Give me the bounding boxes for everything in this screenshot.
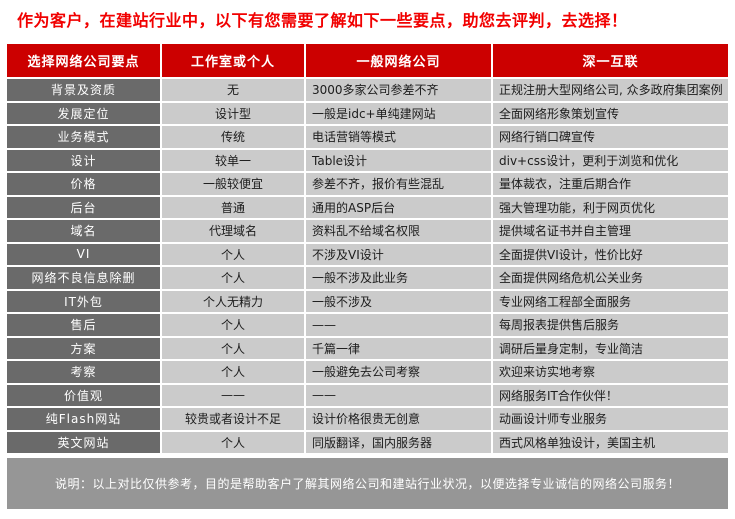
table-row: 业务模式 传统 电话营销等模式 网络行销口碑宣传 — [7, 126, 728, 148]
table-row: 背景及资质无 3000多家公司参差不齐 正规注册大型网络公司, 众多政府集团案例 — [7, 79, 728, 101]
table-row: 发展定位 设计型 一般是idc+单纯建网站 全面网络形象策划宣传 — [7, 102, 728, 124]
header-shenyi-hulian: 深一互联 — [493, 44, 728, 77]
studio-value-cell: 代理域名 — [162, 220, 304, 242]
studio-value-cell: 普通 — [162, 196, 304, 218]
studio-value-cell: 较贵或者设计不足 — [162, 408, 304, 430]
table-row: IT外包 个人无精力 一般不涉及 专业网络工程部全面服务 — [7, 290, 728, 312]
studio-value-cell: 个人 — [162, 431, 304, 453]
shenyi-value-cell: 全面提供网络危机公关业务 — [493, 267, 728, 289]
row-point-label: 售后 — [7, 314, 160, 336]
row-point-label: 考察 — [7, 361, 160, 383]
table-header-row: 选择网络公司要点 工作室或个人 一般网络公司 深一互联 — [7, 44, 728, 77]
table-row: 英文网站 个人 同版翻译，国内服务器 西式风格单独设计，美国主机 — [7, 431, 728, 453]
row-point-label: 纯Flash网站 — [7, 408, 160, 430]
shenyi-value-cell: 网络行销口碑宣传 — [493, 126, 728, 148]
table-row: 价值观 —— —— 网络服务IT合作伙伴！ — [7, 384, 728, 406]
shenyi-value-cell: div+css设计，更利于浏览和优化 — [493, 149, 728, 171]
studio-value-cell: 个人 — [162, 314, 304, 336]
studio-value-cell: 设计型 — [162, 102, 304, 124]
row-point-label: 英文网站 — [7, 431, 160, 453]
general-company-value-cell: 3000多家公司参差不齐 — [306, 79, 491, 101]
page-title: 作为客户，在建站行业中，以下有您需要了解如下一些要点，助您去评判，去选择！ — [17, 11, 628, 30]
header-studio-or-individual: 工作室或个人 — [162, 44, 304, 77]
shenyi-value-cell: 网络服务IT合作伙伴！ — [493, 384, 728, 406]
comparison-table: 选择网络公司要点 工作室或个人 一般网络公司 深一互联 背景及资质无 3000多家… — [7, 44, 728, 455]
header-key-points: 选择网络公司要点 — [7, 44, 160, 77]
shenyi-value-cell: 调研后量身定制，专业简洁 — [493, 337, 728, 359]
table-row: 设计 较单一 Table设计 div+css设计，更利于浏览和优化 — [7, 149, 728, 171]
table-row: 售后 个人 —— 每周报表提供售后服务 — [7, 314, 728, 336]
shenyi-value-cell: 专业网络工程部全面服务 — [493, 290, 728, 312]
general-company-value-cell: 不涉及VI设计 — [306, 243, 491, 265]
table-row: 价格 一般较便宜 参差不齐，报价有些混乱 量体裁衣，注重后期合作 — [7, 173, 728, 195]
general-company-value-cell: 通用的ASP后台 — [306, 196, 491, 218]
general-company-value-cell: 一般避免去公司考察 — [306, 361, 491, 383]
shenyi-value-cell: 每周报表提供售后服务 — [493, 314, 728, 336]
studio-value-cell: 个人 — [162, 267, 304, 289]
shenyi-value-cell: 提供域名证书并自主管理 — [493, 220, 728, 242]
table-row: 后台 普通 通用的ASP后台 强大管理功能，利于网页优化 — [7, 196, 728, 218]
table-row: VI 个人 不涉及VI设计 全面提供VI设计，性价比好 — [7, 243, 728, 265]
studio-value-cell: —— — [162, 384, 304, 406]
row-point-label: 网络不良信息除删 — [7, 267, 160, 289]
row-point-label: 设计 — [7, 149, 160, 171]
table-row: 考察 个人 一般避免去公司考察 欢迎来访实地考察 — [7, 361, 728, 383]
shenyi-value-cell: 全面提供VI设计，性价比好 — [493, 243, 728, 265]
row-point-label: 发展定位 — [7, 102, 160, 124]
shenyi-value-cell: 量体裁衣，注重后期合作 — [493, 173, 728, 195]
row-point-label: 背景及资质 — [7, 79, 160, 101]
general-company-value-cell: 参差不齐，报价有些混乱 — [306, 173, 491, 195]
general-company-value-cell: 同版翻译，国内服务器 — [306, 431, 491, 453]
table-body: 背景及资质无 3000多家公司参差不齐 正规注册大型网络公司, 众多政府集团案例 发展… — [7, 79, 728, 453]
studio-value-cell: 无 — [162, 79, 304, 101]
shenyi-value-cell: 欢迎来访实地考察 — [493, 361, 728, 383]
row-point-label: 方案 — [7, 337, 160, 359]
shenyi-value-cell: 强大管理功能，利于网页优化 — [493, 196, 728, 218]
shenyi-value-cell: 正规注册大型网络公司, 众多政府集团案例 — [493, 79, 728, 101]
general-company-value-cell: 电话营销等模式 — [306, 126, 491, 148]
studio-value-cell: 个人无精力 — [162, 290, 304, 312]
row-point-label: 业务模式 — [7, 126, 160, 148]
studio-value-cell: 个人 — [162, 337, 304, 359]
studio-value-cell: 传统 — [162, 126, 304, 148]
row-point-label: 后台 — [7, 196, 160, 218]
table-row: 域名 代理域名 资料乱不给域名权限 提供域名证书并自主管理 — [7, 220, 728, 242]
general-company-value-cell: 一般不涉及此业务 — [306, 267, 491, 289]
row-point-label: 域名 — [7, 220, 160, 242]
footer-note: 说明：以上对比仅供参考，目的是帮助客户了解其网络公司和建站行业状况，以便选择专业… — [7, 458, 728, 509]
general-company-value-cell: —— — [306, 314, 491, 336]
row-point-label: 价值观 — [7, 384, 160, 406]
row-point-label: 价格 — [7, 173, 160, 195]
general-company-value-cell: 一般是idc+单纯建网站 — [306, 102, 491, 124]
general-company-value-cell: Table设计 — [306, 149, 491, 171]
general-company-value-cell: 设计价格很贵无创意 — [306, 408, 491, 430]
shenyi-value-cell: 全面网络形象策划宣传 — [493, 102, 728, 124]
studio-value-cell: 个人 — [162, 243, 304, 265]
table-row: 纯Flash网站 较贵或者设计不足 设计价格很贵无创意 动画设计师专业服务 — [7, 408, 728, 430]
studio-value-cell: 一般较便宜 — [162, 173, 304, 195]
row-point-label: VI — [7, 243, 160, 265]
table-row: 网络不良信息除删 个人 一般不涉及此业务 全面提供网络危机公关业务 — [7, 267, 728, 289]
table-row: 方案 个人 千篇一律 调研后量身定制，专业简洁 — [7, 337, 728, 359]
shenyi-value-cell: 动画设计师专业服务 — [493, 408, 728, 430]
general-company-value-cell: 一般不涉及 — [306, 290, 491, 312]
shenyi-value-cell: 西式风格单独设计，美国主机 — [493, 431, 728, 453]
studio-value-cell: 较单一 — [162, 149, 304, 171]
studio-value-cell: 个人 — [162, 361, 304, 383]
general-company-value-cell: 千篇一律 — [306, 337, 491, 359]
header-general-company: 一般网络公司 — [306, 44, 491, 77]
row-point-label: IT外包 — [7, 290, 160, 312]
general-company-value-cell: —— — [306, 384, 491, 406]
general-company-value-cell: 资料乱不给域名权限 — [306, 220, 491, 242]
